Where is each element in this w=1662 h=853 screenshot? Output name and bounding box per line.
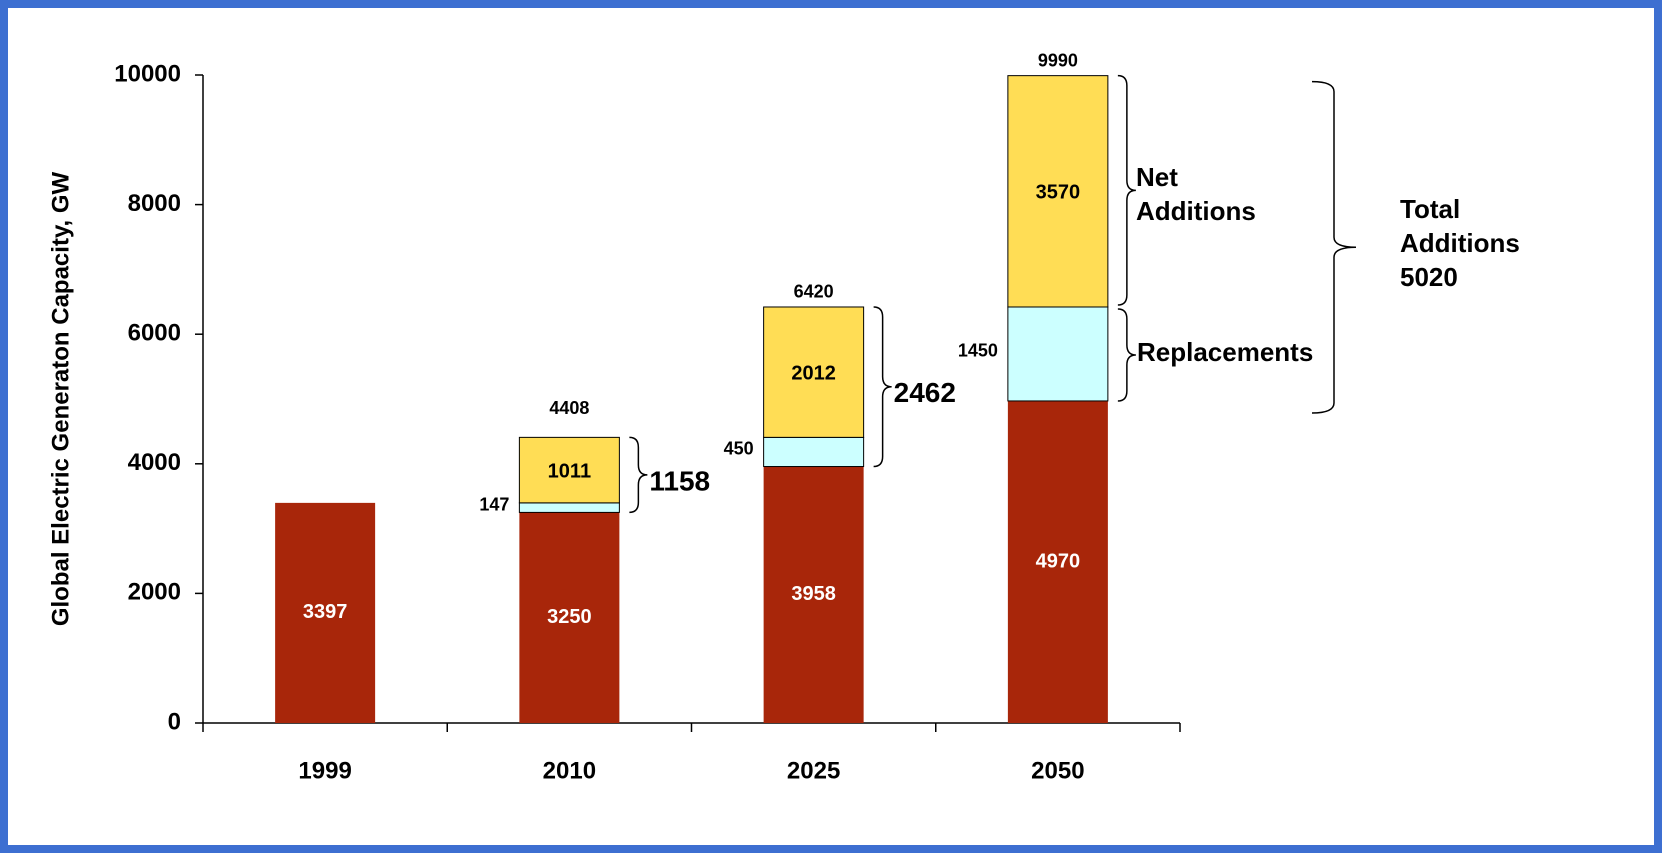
value-label: 2012	[791, 362, 836, 384]
bar-segment	[519, 512, 620, 723]
value-label: 3397	[303, 601, 348, 623]
y-tick-label: 0	[168, 708, 181, 735]
bar-segment	[1007, 400, 1108, 723]
total-label: 9990	[1038, 50, 1078, 70]
addition-total-label: 2462	[894, 377, 956, 408]
x-tick-label: 2025	[787, 757, 840, 784]
bar-segment	[275, 502, 376, 723]
bar-segment	[1007, 306, 1109, 402]
y-tick-label: 8000	[128, 190, 181, 217]
replacements-note: Replacements	[1137, 337, 1314, 367]
total-label: 4408	[549, 398, 589, 418]
y-tick-label: 10000	[114, 60, 181, 87]
bar-segment	[1007, 75, 1109, 308]
value-label: 3958	[791, 583, 836, 605]
value-label: 147	[479, 494, 509, 514]
x-tick-label: 1999	[298, 757, 351, 784]
x-tick-label: 2050	[1031, 757, 1084, 784]
y-tick-label: 4000	[128, 449, 181, 476]
value-label: 3570	[1036, 182, 1081, 204]
y-tick-label: 2000	[128, 579, 181, 606]
value-label: 1450	[958, 341, 998, 361]
y-axis-label: Global Electric Generaton Capacity, GW	[47, 171, 74, 626]
addition-brace	[629, 436, 648, 514]
addition-total-label: 1158	[649, 465, 710, 496]
x-tick-label: 2010	[543, 757, 596, 784]
bar-segment	[763, 306, 865, 438]
bar-segment	[763, 436, 865, 468]
total-additions-label: Total Additions	[1400, 194, 1520, 258]
total-additions-value: 5020	[1400, 262, 1458, 292]
y-tick-label: 6000	[128, 320, 181, 347]
value-label: 450	[724, 439, 754, 459]
value-label: 4970	[1036, 550, 1081, 572]
net-additions-note: Net Additions	[1136, 162, 1256, 226]
bar-segment	[518, 436, 620, 504]
total-additions-note: Total Additions 5020	[1400, 192, 1540, 294]
net-additions-brace	[1117, 74, 1136, 306]
total-label: 6420	[794, 282, 834, 302]
total-additions-brace	[1311, 80, 1357, 414]
addition-brace	[873, 306, 892, 468]
replacements-brace	[1117, 308, 1136, 402]
bar-segment	[518, 502, 620, 513]
value-label: 3250	[547, 606, 592, 628]
value-label: 1011	[548, 460, 591, 482]
bar-segment	[763, 466, 864, 723]
